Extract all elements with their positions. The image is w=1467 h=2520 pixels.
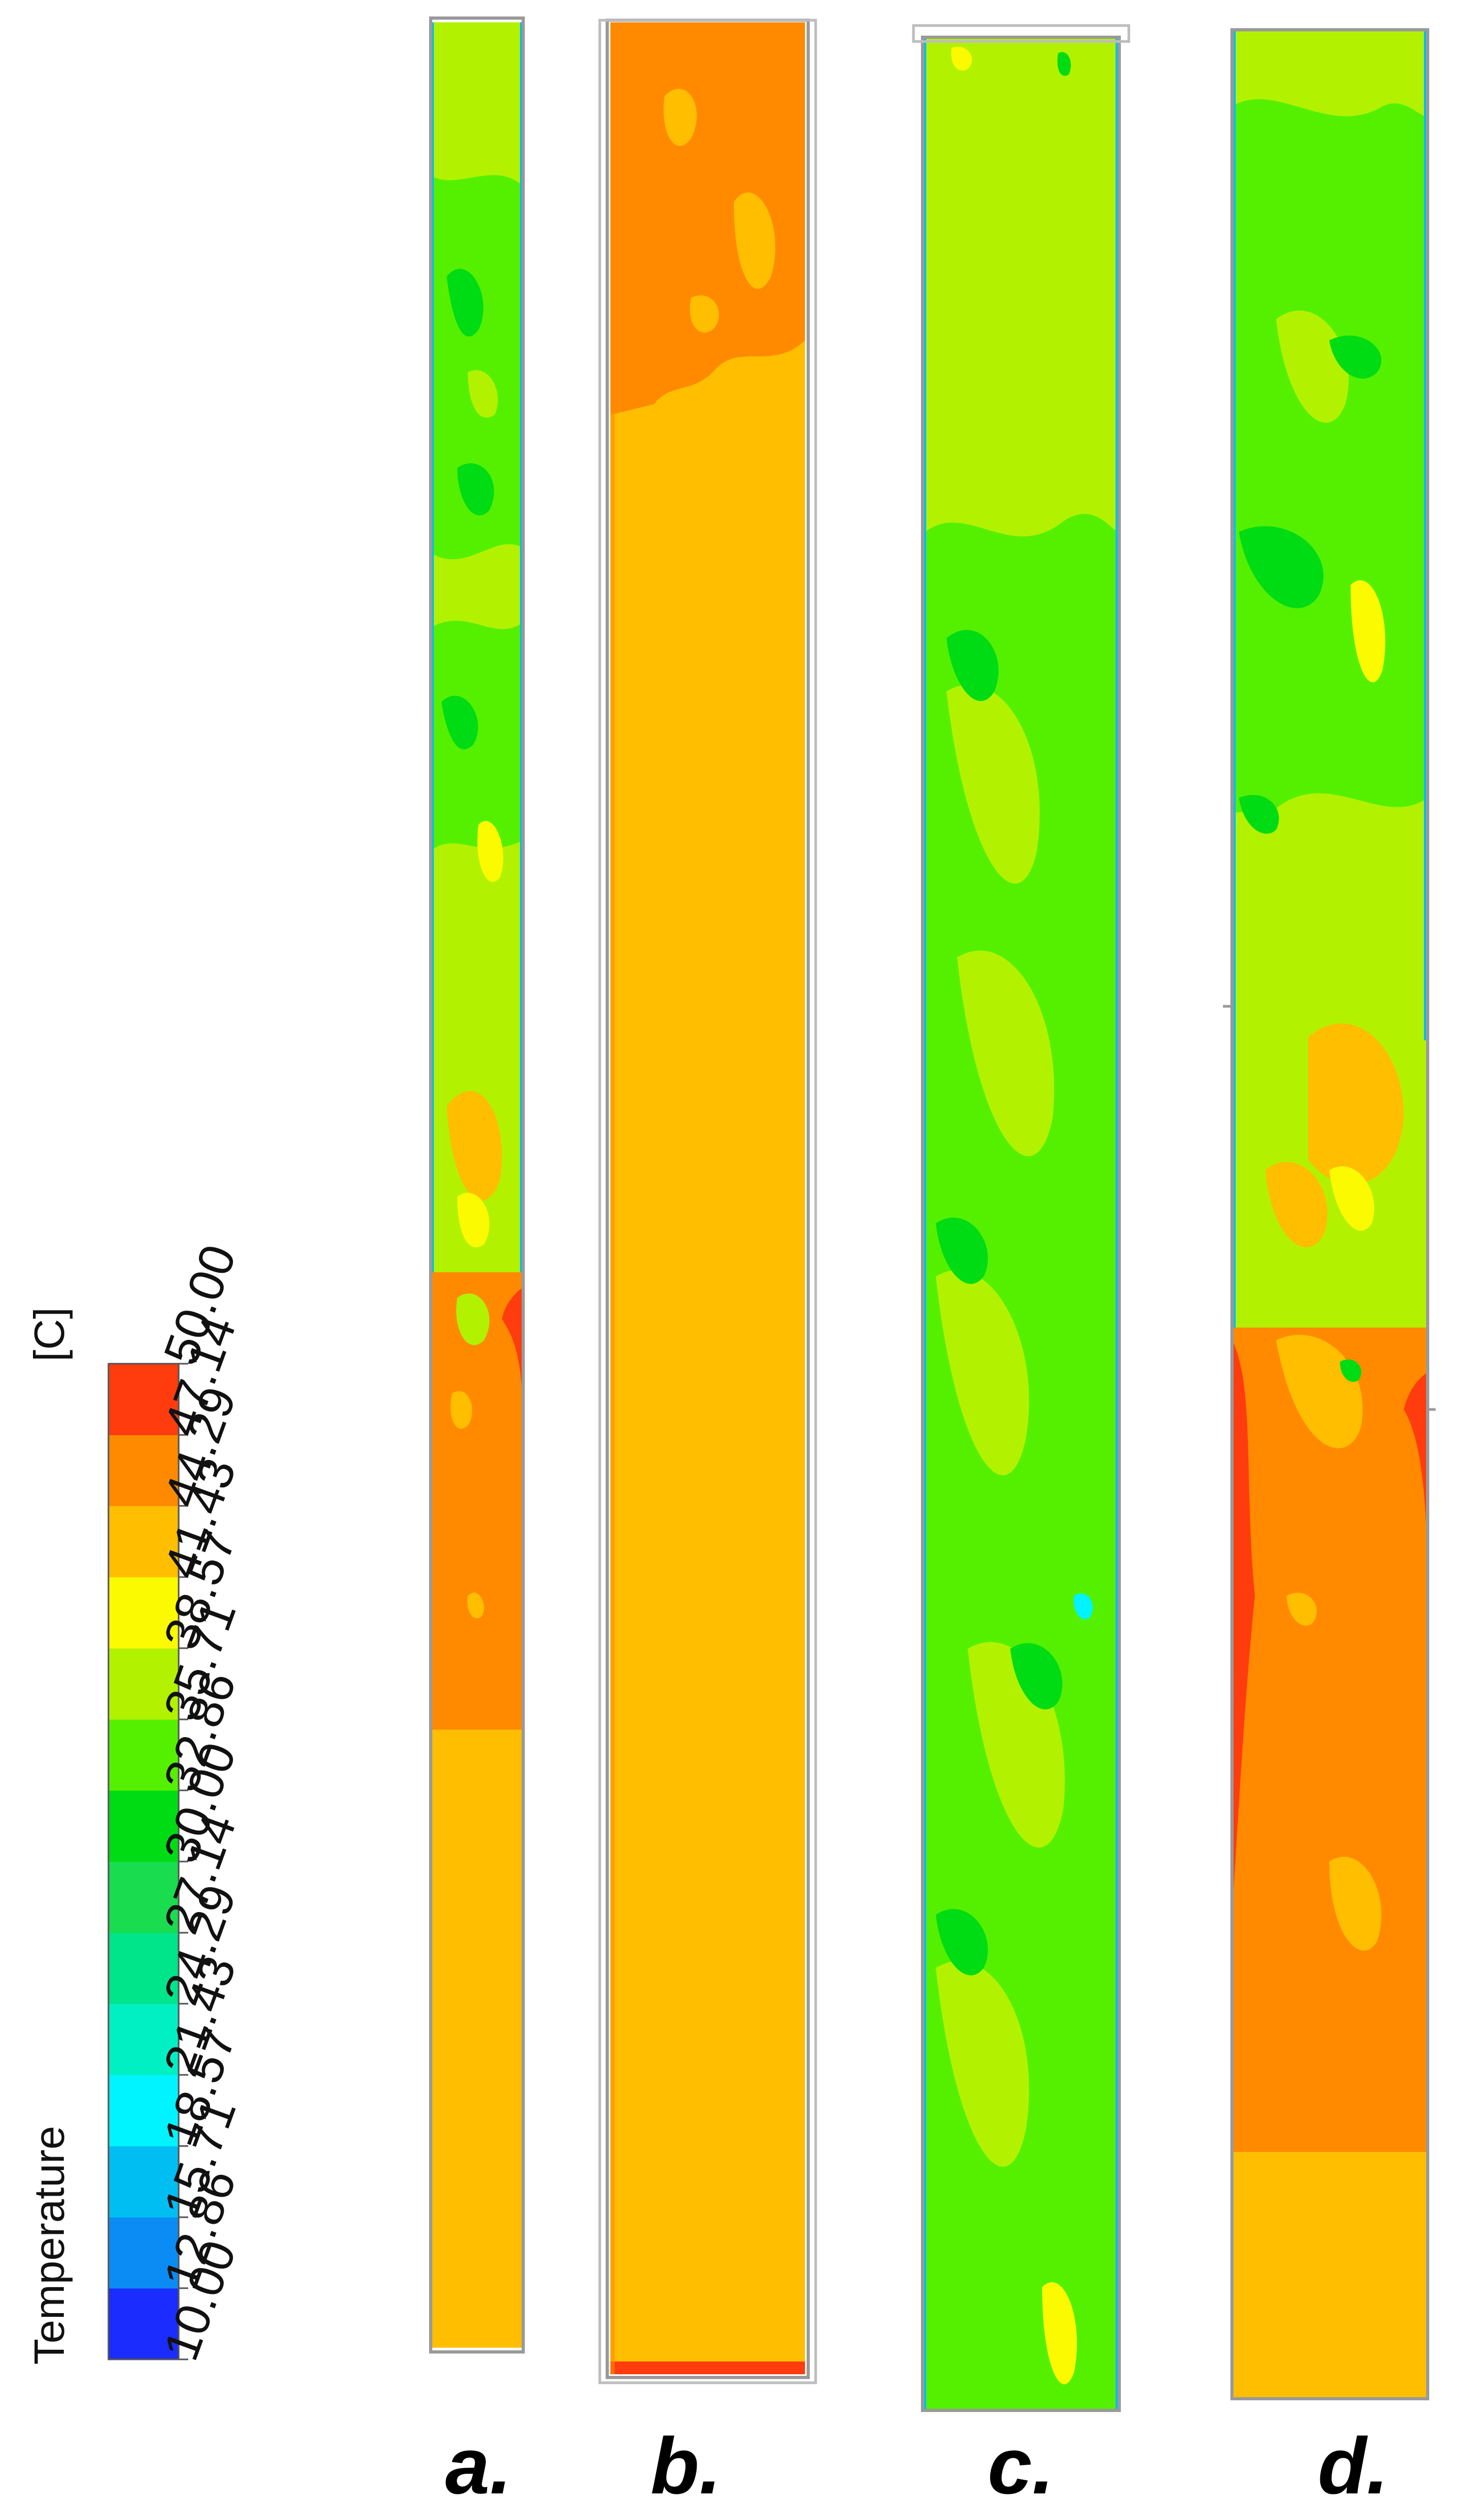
panel-c-frame: [921, 36, 1121, 2412]
panel-b-label: b.: [650, 2421, 721, 2510]
legend-band-9: [108, 1648, 179, 1720]
legend-band-5: [108, 1932, 179, 2004]
panel-b-contour: [598, 19, 817, 2384]
legend-band-7: [108, 1790, 179, 1862]
legend-band-10: [108, 1577, 179, 1649]
panel-c-top-cap: [912, 24, 1130, 43]
legend-band-8: [108, 1719, 179, 1791]
color-legend: 10.0012.8615.7118.5721.4324.2927.1430.00…: [26, 1238, 247, 2367]
legend-band-1: [108, 2217, 179, 2289]
panel-d-contour: [1223, 28, 1436, 2400]
panel-d-frame: [1230, 28, 1429, 2400]
legend-band-3: [108, 2075, 179, 2147]
panel-c-contour: [912, 24, 1130, 2412]
panel-c-label: c.: [987, 2421, 1054, 2510]
legend-band-6: [108, 1862, 179, 1933]
legend-variable-title: Temperature: [26, 2126, 73, 2365]
legend-band-12: [108, 1434, 179, 1506]
legend-unit: [C]: [26, 1307, 73, 1362]
panel-b-outer-wall: [598, 19, 817, 2384]
legend-color-bar: [108, 1364, 179, 2360]
legend-band-0: [108, 2288, 179, 2360]
panel-a-frame: [429, 16, 525, 2354]
legend-band-4: [108, 2004, 179, 2075]
legend-band-2: [108, 2146, 179, 2218]
legend-band-13: [108, 1364, 179, 1436]
panel-d-label: d.: [1318, 2421, 1388, 2510]
panel-a-contour: [429, 16, 525, 2354]
legend-band-11: [108, 1506, 179, 1578]
panel-a-label: a.: [445, 2421, 512, 2510]
